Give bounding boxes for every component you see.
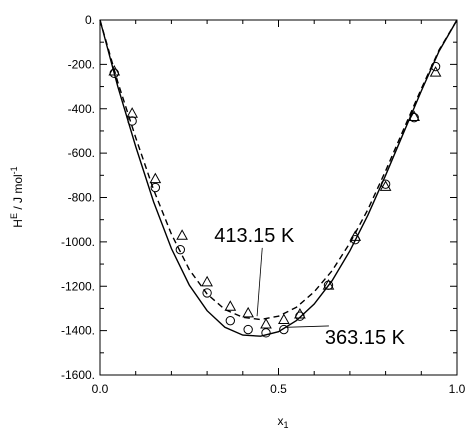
annotation-leader-413-15-K	[256, 247, 263, 317]
point-413-15-K-2	[149, 172, 162, 184]
point-363-15-K-13	[409, 112, 419, 123]
annotation-413-15-K: 413.15 K	[214, 225, 295, 247]
series-line-413-15-K	[99, 19, 458, 321]
y-axis-title: HE / J mol-1	[9, 166, 25, 227]
point-413-15-K-8	[278, 313, 290, 325]
y-tick-label-4: -800.	[68, 191, 95, 205]
plot-frame	[99, 19, 458, 376]
point-413-15-K-9	[294, 307, 306, 319]
y-tick-label-2: -400.	[68, 102, 95, 116]
y-axis-title-main: H	[11, 219, 25, 228]
point-363-15-K-6	[243, 324, 253, 335]
y-tick-label-6: -1200.	[61, 279, 95, 293]
point-363-15-K-2	[150, 182, 161, 193]
y-tick-label-5: -1000.	[61, 235, 95, 249]
y-axis-title-sup: E	[9, 213, 19, 219]
point-413-15-K-1	[126, 107, 138, 118]
point-363-15-K-7	[261, 328, 271, 338]
point-363-15-K-3	[175, 244, 186, 255]
point-413-15-K-7	[260, 317, 272, 329]
point-413-15-K-12	[379, 180, 392, 191]
y-tick-label-0: 0.	[85, 13, 95, 27]
point-413-15-K-14	[429, 66, 442, 77]
x-axis-title-main: x	[277, 414, 283, 428]
point-413-15-K-13	[408, 110, 421, 122]
point-413-15-K-6	[242, 306, 255, 318]
x-axis-title: x1	[277, 414, 288, 430]
axes: 0. -200. -400. -600. -800. -1000. -1200. -1400.…	[61, 13, 466, 396]
x-tick-label-1: 0.5	[270, 382, 287, 396]
point-363-15-K-12	[380, 179, 391, 189]
point-413-15-K-4	[201, 275, 213, 287]
point-413-15-K-3	[176, 229, 188, 240]
series-line-363-15-K	[99, 19, 458, 337]
y-tick-label-7: -1400.	[61, 324, 95, 338]
x-tick-label-0: 0.0	[92, 382, 109, 396]
point-413-15-K-10	[322, 279, 335, 290]
y-tick-label-1: -200.	[68, 57, 95, 71]
annotation-leader-363-15-K	[285, 325, 329, 328]
point-363-15-K-5	[225, 315, 236, 326]
point-413-15-K-0	[108, 65, 121, 76]
x-axis-title-sub: 1	[283, 420, 288, 430]
annotation-layer: 413.15 K 363.15 K	[214, 225, 405, 349]
series-layer	[99, 19, 458, 338]
point-413-15-K-11	[349, 230, 362, 241]
point-413-15-K-5	[224, 300, 237, 311]
point-363-15-K-4	[202, 288, 212, 298]
point-363-15-K-8	[279, 324, 289, 335]
y-axis-title-unit-sup: -1	[9, 166, 19, 174]
x-tick-label-2: 1.0	[449, 382, 466, 396]
y-axis-title-unit: / J mol	[11, 174, 25, 213]
y-tick-label-3: -600.	[68, 146, 95, 160]
annotation-363-15-K: 363.15 K	[325, 327, 406, 349]
y-tick-label-8: -1600.	[61, 368, 95, 382]
